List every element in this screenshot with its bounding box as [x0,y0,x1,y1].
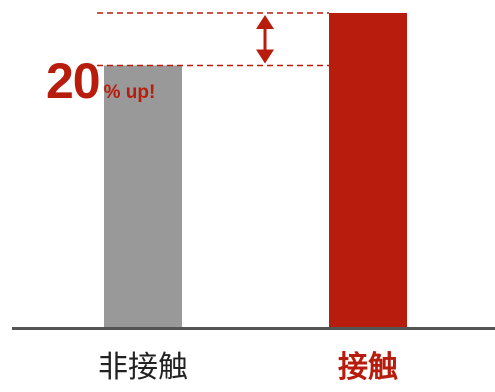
category-label-contact: 接触 [338,350,398,385]
increase-annotation: 20% up! [46,52,155,110]
annotation-value: 20 [46,53,101,109]
annotation-suffix: % up! [103,82,156,103]
category-label-non-contact: 非接触 [98,350,188,385]
difference-arrow-head-down [256,49,274,64]
bar-1 [329,13,407,328]
bar-0 [104,65,182,328]
difference-arrow-head-up [256,15,274,29]
